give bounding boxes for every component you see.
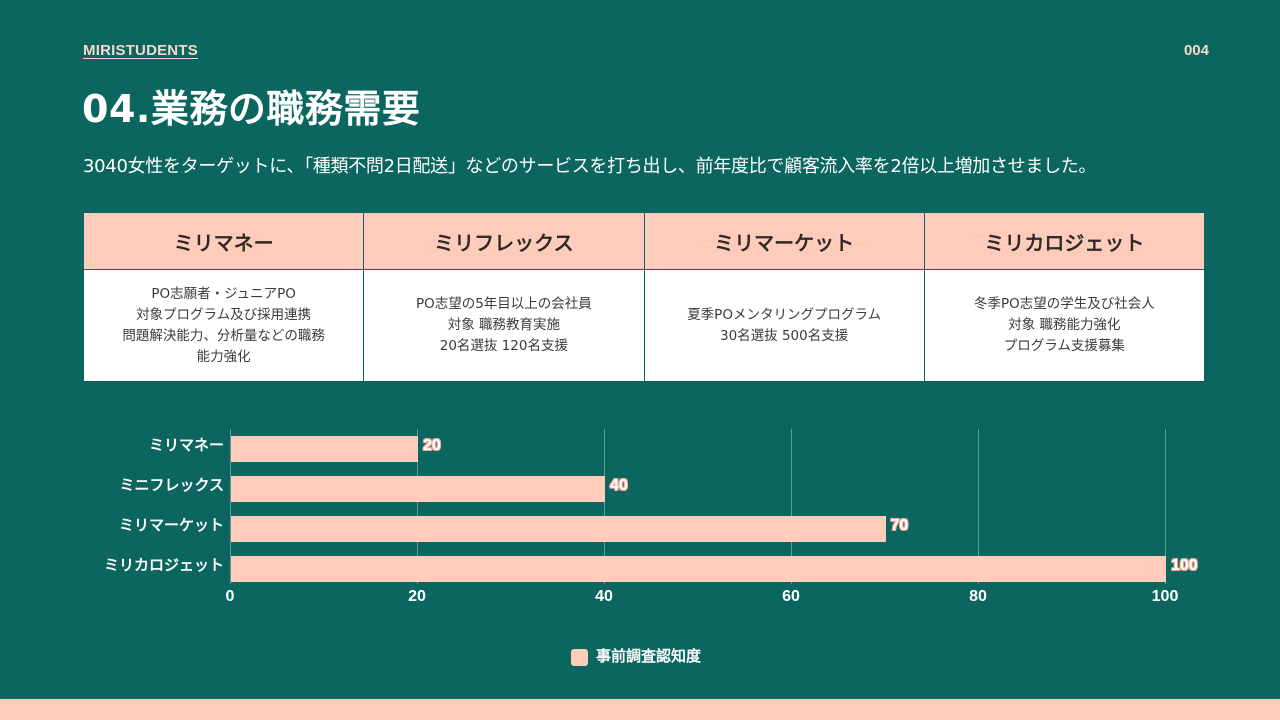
chart-legend[interactable]: 事前調査認知度 xyxy=(571,645,701,666)
table-cell: PO志願者・ジュニアPO 対象プログラム及び採用連携 問題解決能力、分析量などの… xyxy=(84,270,364,381)
gridline xyxy=(978,429,979,584)
y-axis-line xyxy=(230,429,231,584)
category-label: ミリカロジェット xyxy=(103,556,224,574)
page-title: 04.業務の職務需要 xyxy=(82,87,421,131)
table-header-cell: ミリカロジェット xyxy=(924,213,1204,269)
brand-name[interactable]: MIRISTUDENTS xyxy=(83,42,198,59)
table-cell: 冬季PO志望の学生及び社会人 対象 職務能力強化 プログラム支援募集 xyxy=(924,270,1204,381)
x-tick-label: 80 xyxy=(969,588,987,605)
gridline xyxy=(1165,429,1166,584)
x-tick-label: 0 xyxy=(225,588,235,605)
bar[interactable] xyxy=(231,476,605,502)
x-tick-label: 40 xyxy=(595,588,613,605)
legend-swatch-icon xyxy=(571,649,588,666)
value-label: 70 xyxy=(890,517,909,534)
value-label: 20 xyxy=(423,437,441,454)
x-tick-label: 60 xyxy=(782,588,800,605)
table-cell: PO志望の5年目以上の会社員 対象 職務教育実施 20名選抜 120名支援 xyxy=(364,270,644,381)
category-label: ミリマーケット xyxy=(118,516,224,534)
page-number: 004 xyxy=(1183,42,1209,59)
category-label: ミニフレックス xyxy=(119,476,224,494)
category-label: ミリマネー xyxy=(148,436,224,454)
program-table: ミリマネー ミリフレックス ミリマーケット ミリカロジェット PO志願者・ジュニ… xyxy=(84,213,1204,381)
x-tick-label: 100 xyxy=(1151,588,1179,605)
footer-accent-bar xyxy=(0,699,1280,720)
table-cell: 夏季POメンタリングプログラム 30名選抜 500名支援 xyxy=(644,270,924,381)
x-tick-label: 20 xyxy=(408,588,426,605)
table-header-cell: ミリフレックス xyxy=(364,213,644,269)
bar[interactable] xyxy=(231,516,886,542)
gridline xyxy=(417,429,418,584)
value-label: 40 xyxy=(610,477,628,494)
legend-label: 事前調査認知度 xyxy=(596,647,702,665)
value-label: 100 xyxy=(1171,557,1198,574)
gridline xyxy=(604,429,605,584)
table-header-cell: ミリマーケット xyxy=(644,213,924,269)
bar[interactable] xyxy=(231,556,1166,582)
page-subtitle: 3040女性をターゲットに、「種類不問2日配送」などのサービスを打ち出し、前年度… xyxy=(83,156,1097,177)
gridline xyxy=(791,429,792,584)
bar[interactable] xyxy=(231,436,418,462)
table-header-cell: ミリマネー xyxy=(84,213,364,269)
